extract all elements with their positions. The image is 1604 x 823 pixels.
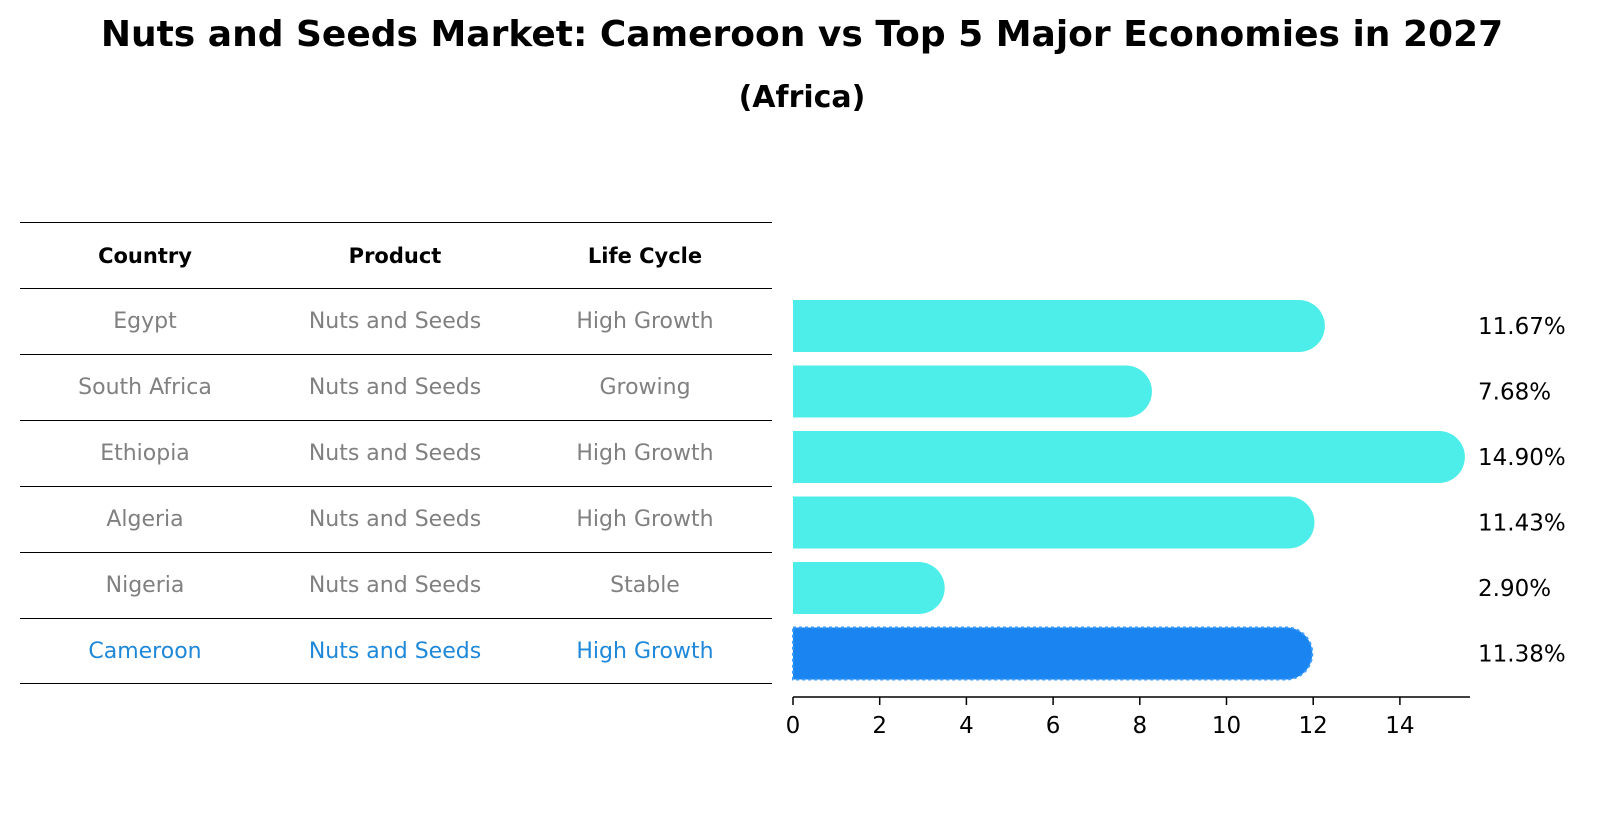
table-header-row: Country Product Life Cycle: [20, 222, 772, 288]
x-tick-label: 6: [1046, 713, 1061, 739]
value-label: 11.38%: [1478, 642, 1566, 668]
table-row: Ethiopia Nuts and Seeds High Growth: [20, 420, 772, 486]
bar: [793, 431, 1465, 483]
country-cell: Cameroon: [88, 638, 202, 664]
table-row-highlighted: Cameroon Nuts and Seeds High Growth: [20, 618, 772, 684]
product-cell: Nuts and Seeds: [308, 638, 482, 664]
table-row: Algeria Nuts and Seeds High Growth: [20, 486, 772, 552]
header-product: Product: [348, 243, 442, 268]
life-cycle-cell: High Growth: [576, 309, 714, 334]
product-cell: Nuts and Seeds: [308, 309, 482, 334]
product-cell: Nuts and Seeds: [308, 573, 482, 598]
product-cell: Nuts and Seeds: [308, 441, 482, 466]
value-label: 2.90%: [1478, 576, 1551, 602]
value-label: 7.68%: [1478, 380, 1551, 406]
product-cell: Nuts and Seeds: [308, 375, 482, 400]
bar: [793, 496, 1315, 549]
bar: [793, 300, 1325, 352]
x-tick-label: 10: [1212, 713, 1241, 739]
country-cell: South Africa: [78, 375, 212, 400]
country-cell: Nigeria: [105, 573, 185, 598]
table-row: South Africa Nuts and Seeds Growing: [20, 354, 772, 420]
bar: [793, 365, 1152, 418]
x-tick-label: 12: [1299, 713, 1328, 739]
life-cycle-cell: High Growth: [576, 638, 714, 664]
country-cell: Egypt: [113, 309, 177, 334]
table-row: Nigeria Nuts and Seeds Stable: [20, 552, 772, 618]
data-table: Country Product Life Cycle Egypt Nuts an…: [20, 222, 772, 684]
x-tick-label: 4: [959, 713, 974, 739]
country-cell: Ethiopia: [100, 441, 190, 466]
chart-subtitle: (Africa): [738, 80, 866, 115]
x-tick-label: 0: [786, 713, 801, 739]
value-label: 14.90%: [1478, 445, 1566, 471]
x-tick-label: 2: [872, 713, 887, 739]
bar: [793, 562, 945, 614]
life-cycle-cell: High Growth: [576, 507, 714, 532]
product-cell: Nuts and Seeds: [308, 507, 482, 532]
country-cell: Algeria: [106, 507, 184, 532]
table-row: Egypt Nuts and Seeds High Growth: [20, 288, 772, 354]
x-tick-label: 8: [1132, 713, 1147, 739]
life-cycle-cell: High Growth: [576, 441, 714, 466]
header-life-cycle: Life Cycle: [587, 243, 703, 268]
value-label: 11.67%: [1478, 314, 1566, 340]
bar-highlighted: [792, 626, 1314, 681]
life-cycle-cell: Growing: [599, 375, 691, 400]
header-country: Country: [98, 243, 192, 268]
life-cycle-cell: Stable: [610, 573, 680, 598]
value-label: 11.43%: [1478, 511, 1566, 537]
x-tick-label: 14: [1385, 713, 1414, 739]
chart-title: Nuts and Seeds Market: Cameroon vs Top 5…: [100, 14, 1504, 55]
